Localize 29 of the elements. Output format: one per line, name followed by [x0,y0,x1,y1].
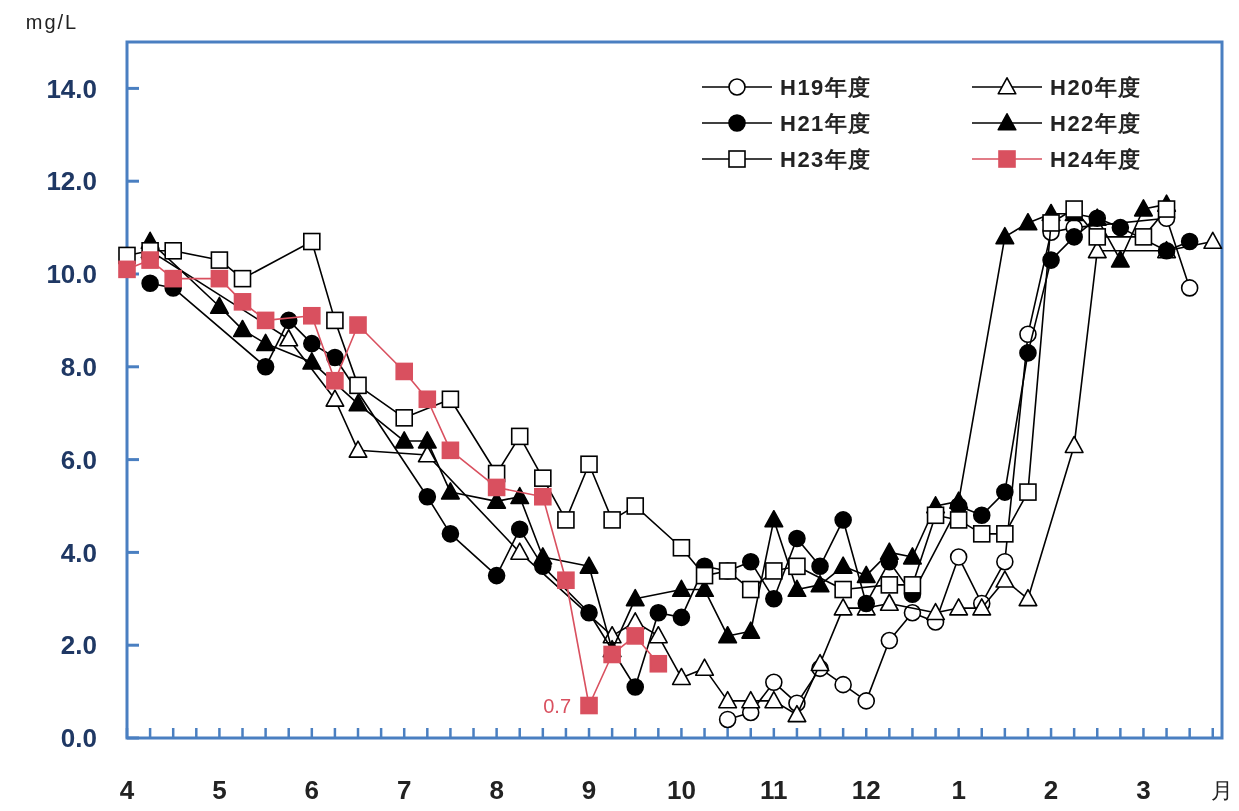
x-tick-label: 12 [851,775,881,806]
x-tick-label: 8 [489,775,504,806]
y-tick-label: 0.0 [60,723,97,754]
y-axis-title: mg/L [25,11,79,33]
x-tick-label: 7 [396,775,412,806]
y-tick-label: 10.0 [46,259,97,290]
x-tick-label: 10 [666,775,696,806]
x-tick-label: 1 [951,775,966,806]
y-tick-label: 12.0 [46,166,97,197]
y-tick-label: 4.0 [60,537,97,568]
y-tick-label: 2.0 [60,630,97,661]
y-tick-label: 6.0 [60,444,97,475]
legend-label: H24年度 [1050,146,1142,172]
x-axis-title: 月 [1211,777,1233,803]
x-tick-label: 2 [1043,775,1059,806]
x-tick-label: 3 [1136,775,1151,806]
x-tick-label: 6 [304,775,320,806]
x-tick-label: 9 [581,775,597,806]
legend-label: H19年度 [780,74,872,100]
legend-label: H21年度 [780,110,872,136]
x-tick-label: 11 [760,775,788,806]
y-tick-label: 14.0 [46,73,97,104]
x-tick-label: 5 [212,775,227,806]
legend-label: H23年度 [780,146,872,172]
legend-label: H20年度 [1050,74,1142,100]
legend-label: H22年度 [1050,110,1142,136]
y-tick-label: 8.0 [60,351,97,382]
annotation: 0.7 [543,694,572,717]
x-tick-label: 4 [119,775,135,806]
